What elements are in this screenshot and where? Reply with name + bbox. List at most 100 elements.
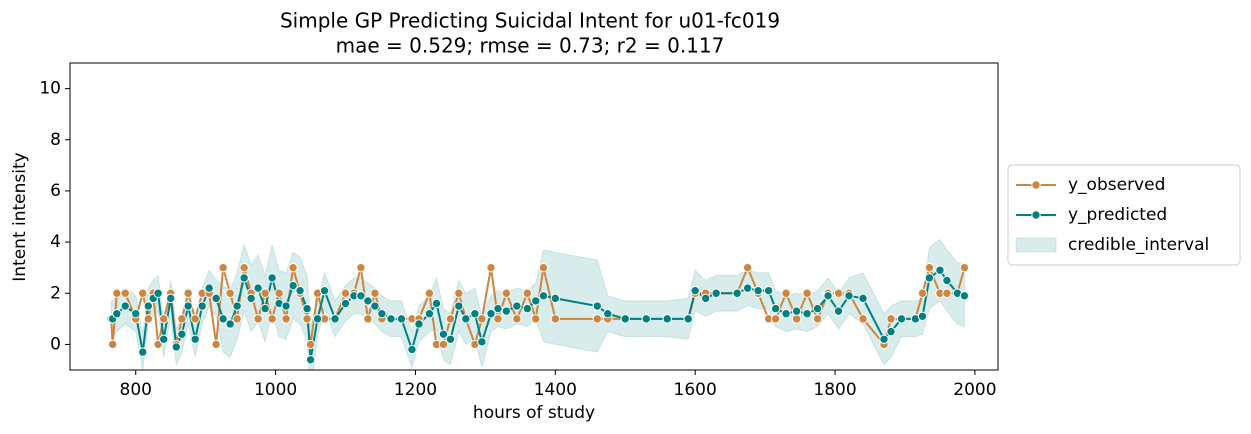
point <box>190 334 200 344</box>
point <box>177 314 187 324</box>
point <box>107 339 118 350</box>
point <box>501 288 512 298</box>
point <box>363 296 373 306</box>
point <box>305 339 316 350</box>
point <box>781 288 791 298</box>
point <box>942 275 952 286</box>
point <box>512 314 522 324</box>
point <box>791 314 802 324</box>
legend-marker <box>1031 180 1041 190</box>
point <box>493 314 503 324</box>
point <box>461 314 471 324</box>
point <box>620 314 630 324</box>
point <box>886 326 896 337</box>
point <box>770 314 781 324</box>
point <box>833 288 844 298</box>
point <box>232 314 242 324</box>
point <box>153 288 163 298</box>
legend-label: y_observed <box>1068 175 1165 195</box>
point <box>603 309 613 319</box>
point <box>424 309 435 319</box>
point <box>183 301 193 311</box>
x-tick-label: 1200 <box>394 380 437 400</box>
point <box>340 298 351 309</box>
point <box>159 334 169 344</box>
x-tick-label: 1800 <box>813 380 856 400</box>
point <box>538 262 549 273</box>
point <box>319 285 330 296</box>
point <box>486 309 496 319</box>
point <box>662 314 672 324</box>
chart-title: Simple GP Predicting Suicidal Intent for… <box>280 9 780 33</box>
point <box>253 314 263 324</box>
point <box>407 344 417 355</box>
point <box>183 288 193 298</box>
point <box>501 306 512 316</box>
point <box>166 293 176 304</box>
point <box>377 309 387 319</box>
point <box>438 339 449 350</box>
point <box>917 311 928 321</box>
point <box>917 288 928 298</box>
y-tick-label: 6 <box>50 181 61 201</box>
point <box>312 314 323 324</box>
point <box>959 262 970 273</box>
point <box>340 288 351 298</box>
legend-label: credible_interval <box>1068 235 1209 255</box>
point <box>112 288 122 298</box>
point <box>753 285 763 296</box>
y-tick-label: 8 <box>50 130 61 150</box>
point <box>211 339 221 350</box>
point <box>281 314 291 324</box>
point <box>370 301 380 311</box>
point <box>171 342 181 352</box>
point <box>942 288 952 298</box>
point <box>239 262 249 273</box>
point <box>267 273 277 283</box>
legend-label: y_predicted <box>1068 205 1167 225</box>
point <box>924 273 935 283</box>
point <box>550 293 561 304</box>
point <box>177 329 187 339</box>
x-tick-label: 800 <box>120 380 152 400</box>
point <box>924 262 935 273</box>
y-tick-label: 0 <box>50 334 61 354</box>
point <box>431 298 442 309</box>
point <box>935 265 945 275</box>
point <box>454 288 464 298</box>
legend: y_observed y_predicted credible_interval <box>1007 164 1241 266</box>
point <box>791 306 802 316</box>
point <box>886 314 896 324</box>
point <box>802 288 812 298</box>
point <box>225 288 235 298</box>
point <box>538 291 549 301</box>
chart-subtitle: mae = 0.529; rmse = 0.73; r2 = 0.117 <box>336 34 725 58</box>
y-tick-label: 4 <box>50 232 61 252</box>
point <box>197 301 207 311</box>
x-tick-label: 1000 <box>254 380 297 400</box>
point <box>531 314 541 324</box>
point <box>879 334 889 344</box>
point <box>959 291 970 301</box>
point <box>763 285 774 296</box>
point <box>225 319 235 329</box>
point <box>204 283 214 293</box>
point <box>742 283 753 293</box>
point <box>370 288 380 298</box>
point <box>246 293 256 304</box>
point <box>281 301 291 311</box>
point <box>260 288 270 298</box>
point <box>823 291 833 301</box>
point <box>445 334 456 344</box>
point <box>477 314 487 324</box>
point <box>143 314 154 324</box>
point <box>522 303 533 314</box>
point <box>138 347 148 357</box>
point <box>550 314 561 324</box>
point <box>896 314 907 324</box>
point <box>260 303 270 314</box>
point <box>802 309 812 319</box>
legend-marker <box>1031 210 1041 220</box>
point <box>477 337 487 347</box>
point <box>711 288 721 298</box>
